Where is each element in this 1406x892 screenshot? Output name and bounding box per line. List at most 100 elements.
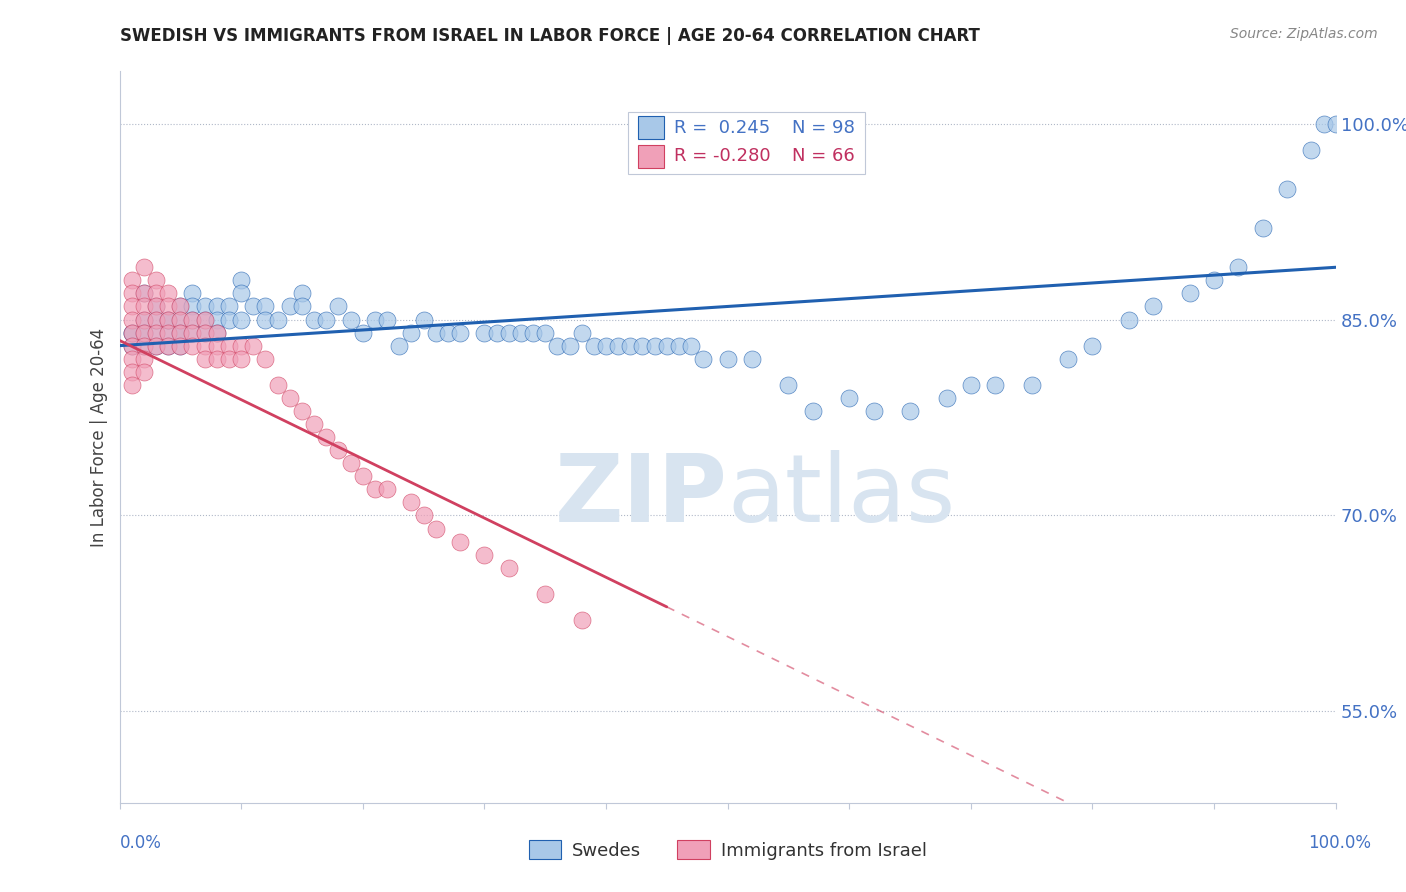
- Point: [132, 365, 155, 379]
- Point: [328, 443, 350, 458]
- Y-axis label: In Labor Force | Age 20-64: In Labor Force | Age 20-64: [90, 327, 108, 547]
- Point: [266, 377, 288, 392]
- Point: [121, 326, 143, 340]
- Point: [169, 300, 191, 314]
- Point: [801, 404, 824, 418]
- Point: [145, 339, 167, 353]
- Point: [132, 300, 155, 314]
- Point: [231, 286, 253, 301]
- Point: [291, 404, 314, 418]
- Point: [194, 300, 217, 314]
- Text: R =  0.245: R = 0.245: [673, 119, 770, 136]
- Point: [169, 300, 191, 314]
- Point: [412, 508, 434, 523]
- Point: [121, 326, 143, 340]
- Point: [1227, 260, 1250, 275]
- Point: [121, 377, 143, 392]
- Point: [145, 312, 167, 326]
- Text: R = -0.280: R = -0.280: [673, 147, 770, 165]
- Point: [205, 300, 228, 314]
- Point: [194, 326, 217, 340]
- Point: [1301, 143, 1323, 157]
- Point: [194, 326, 217, 340]
- Point: [121, 365, 143, 379]
- Point: [668, 339, 690, 353]
- Point: [717, 351, 740, 366]
- Point: [132, 260, 155, 275]
- Point: [364, 312, 387, 326]
- Point: [302, 417, 325, 431]
- Point: [401, 326, 423, 340]
- Point: [157, 286, 180, 301]
- Point: [449, 326, 471, 340]
- Point: [266, 312, 288, 326]
- Point: [145, 312, 167, 326]
- Point: [558, 339, 581, 353]
- Point: [644, 339, 666, 353]
- Point: [1118, 312, 1140, 326]
- Point: [631, 339, 654, 353]
- Point: [205, 326, 228, 340]
- Point: [181, 326, 204, 340]
- Point: [145, 326, 167, 340]
- Point: [607, 339, 630, 353]
- Point: [449, 534, 471, 549]
- Point: [291, 286, 314, 301]
- Point: [157, 312, 180, 326]
- Point: [169, 339, 191, 353]
- Point: [121, 351, 143, 366]
- Point: [1312, 117, 1334, 131]
- Point: [157, 312, 180, 326]
- Point: [231, 339, 253, 353]
- Point: [534, 326, 557, 340]
- Point: [145, 339, 167, 353]
- Point: [169, 326, 191, 340]
- Point: [278, 300, 301, 314]
- Point: [231, 312, 253, 326]
- Point: [364, 483, 387, 497]
- Point: [181, 312, 204, 326]
- Point: [231, 273, 253, 287]
- Point: [315, 312, 337, 326]
- Point: [218, 351, 240, 366]
- Point: [619, 339, 641, 353]
- Point: [132, 326, 155, 340]
- Point: [315, 430, 337, 444]
- Point: [132, 286, 155, 301]
- Point: [328, 300, 350, 314]
- Text: 0.0%: 0.0%: [120, 834, 162, 852]
- Point: [181, 326, 204, 340]
- Point: [1081, 339, 1104, 353]
- Point: [132, 286, 155, 301]
- Text: ZIP: ZIP: [555, 450, 728, 541]
- Point: [412, 312, 434, 326]
- Point: [169, 312, 191, 326]
- Text: N = 66: N = 66: [792, 147, 855, 165]
- Point: [692, 351, 714, 366]
- Point: [1251, 221, 1274, 235]
- Point: [194, 351, 217, 366]
- Point: [157, 339, 180, 353]
- Text: N = 98: N = 98: [792, 119, 855, 136]
- FancyBboxPatch shape: [628, 112, 865, 174]
- Point: [132, 339, 155, 353]
- Point: [254, 300, 277, 314]
- Point: [218, 339, 240, 353]
- Point: [1021, 377, 1043, 392]
- Point: [352, 326, 374, 340]
- Point: [741, 351, 763, 366]
- Point: [472, 548, 496, 562]
- Point: [339, 312, 361, 326]
- Point: [157, 339, 180, 353]
- Point: [218, 312, 240, 326]
- Point: [425, 522, 447, 536]
- Point: [205, 339, 228, 353]
- Point: [181, 286, 204, 301]
- Point: [181, 300, 204, 314]
- Point: [862, 404, 884, 418]
- Point: [472, 326, 496, 340]
- Point: [352, 469, 374, 483]
- Point: [838, 391, 860, 405]
- Text: SWEDISH VS IMMIGRANTS FROM ISRAEL IN LABOR FORCE | AGE 20-64 CORRELATION CHART: SWEDISH VS IMMIGRANTS FROM ISRAEL IN LAB…: [120, 27, 980, 45]
- Point: [132, 312, 155, 326]
